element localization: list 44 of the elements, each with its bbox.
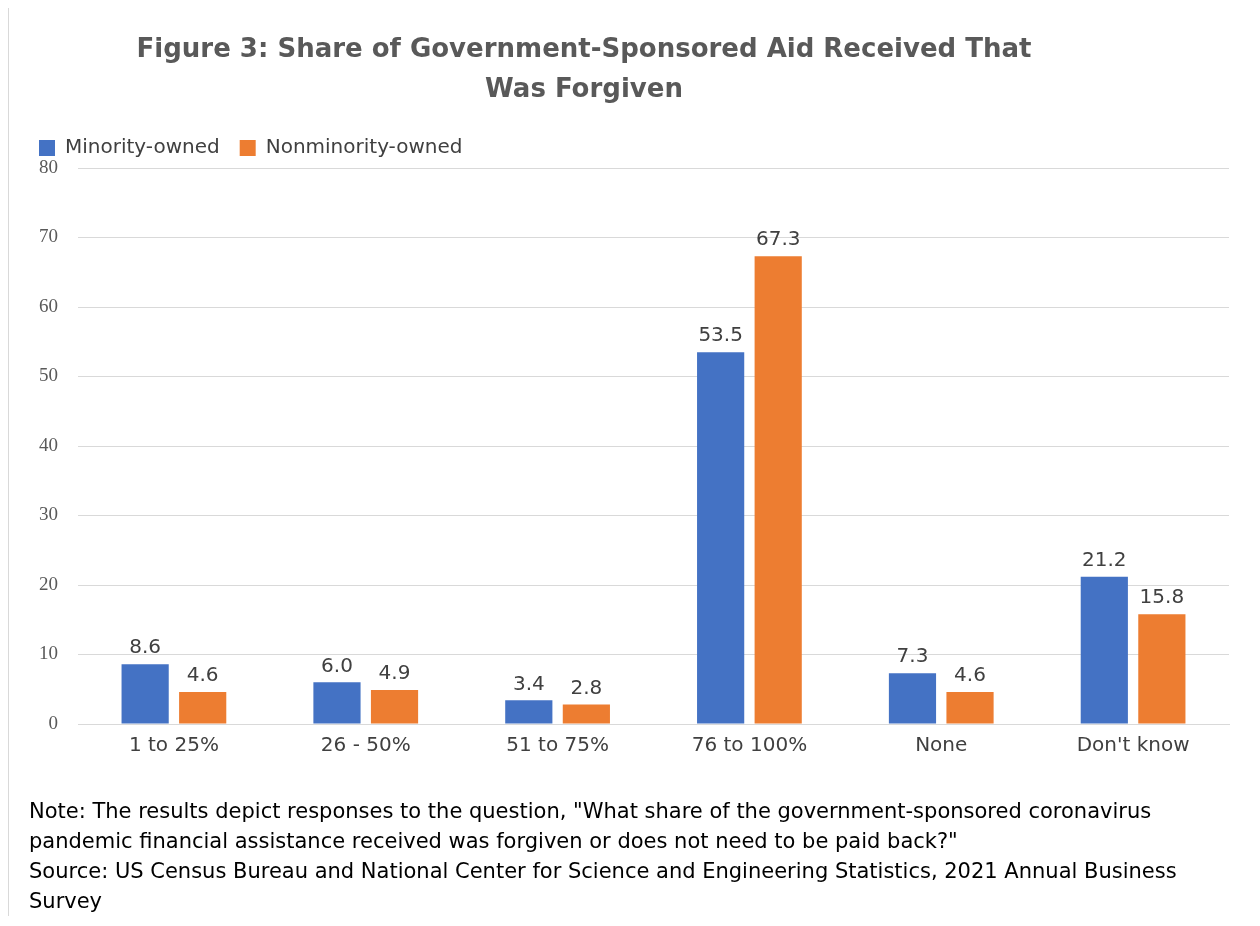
y-tick-label: 0 [48, 711, 58, 733]
data-label: 3.4 [512, 670, 545, 695]
chart-title: Figure 3: Share of Government-Sponsored Aid Received That Was Forgiven [135, 32, 1033, 105]
bar [313, 682, 361, 724]
y-tick-label: 60 [39, 294, 58, 316]
bar [888, 673, 937, 724]
x-tick-label: 1 to 25% [128, 732, 219, 757]
data-label: 21.2 [1082, 546, 1127, 571]
data-label: 4.9 [378, 660, 411, 685]
bar [754, 256, 802, 724]
bar [121, 664, 169, 724]
text: Note: The results depict responses to the question, "What share of the government-sponsored coronavirus pandemic financial assistance received was forgiven or does not need to be paid back?" [29, 798, 1153, 855]
bar [562, 704, 610, 724]
y-tick-label: 40 [39, 433, 58, 455]
legend-label: Minority-owned [65, 134, 220, 159]
data-label: 67.3 [755, 226, 801, 251]
x-tick-label: Don't know [1076, 732, 1190, 757]
data-label: 2.8 [570, 674, 603, 699]
data-label: 53.5 [698, 322, 743, 347]
y-tick-label: 50 [39, 364, 58, 386]
bar [1138, 614, 1186, 724]
data-label: 4.6 [186, 662, 219, 687]
data-label: 15.8 [1139, 584, 1185, 609]
y-tick-label: 70 [39, 225, 58, 247]
data-label: 6.0 [321, 652, 353, 677]
bar [179, 692, 227, 724]
x-tick-label: 51 to 75% [506, 732, 609, 757]
data-label: 4.6 [954, 662, 986, 687]
y-tick-label: 30 [39, 503, 58, 525]
bar [697, 352, 745, 724]
x-tick-label: 76 to 100% [691, 732, 808, 757]
y-tick-label: 20 [39, 572, 58, 594]
bar [505, 700, 553, 724]
bar [946, 692, 994, 724]
y-tick-label: 10 [39, 642, 58, 664]
data-label: 7.3 [896, 643, 929, 668]
source-note: Source: US Census Bureau and National Center for Science and Engineering Statistics, 2021 Annual Business Survey [29, 858, 1178, 915]
bar [1080, 576, 1128, 724]
x-tick-label: None [915, 732, 968, 757]
x-tick-label: 26 - 50% [320, 732, 411, 757]
bar [370, 689, 419, 724]
legend-label: Nonminority-owned [265, 134, 463, 159]
y-tick-label: 80 [39, 155, 58, 177]
data-label: 8.6 [129, 634, 162, 659]
